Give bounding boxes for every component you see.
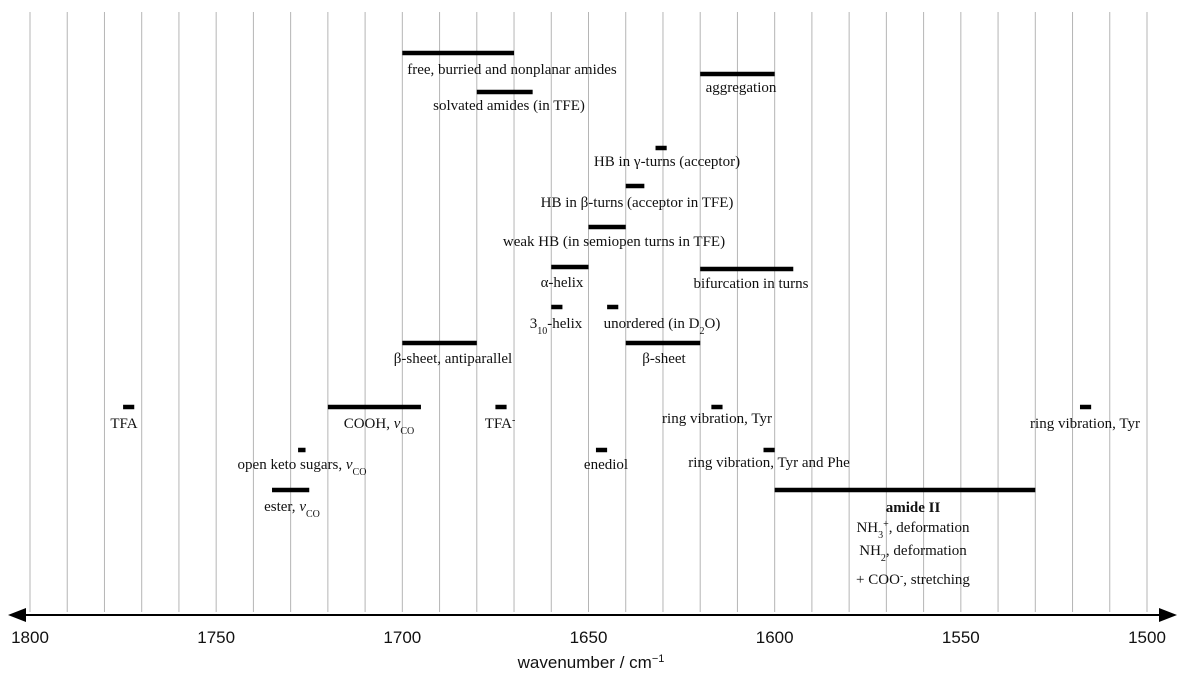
label-enediol: enediol bbox=[584, 457, 628, 473]
label-alpha-helix: α-helix bbox=[541, 275, 584, 291]
label-weak-hb: weak HB (in semiopen turns in TFE) bbox=[503, 234, 725, 250]
label-beta-sheet-anti: β-sheet, antiparallel bbox=[394, 351, 512, 367]
label-beta-sheet: β-sheet bbox=[642, 351, 686, 367]
label-bifurcation: bifurcation in turns bbox=[694, 276, 809, 292]
tick-label-1750: 1750 bbox=[197, 628, 235, 647]
label-ring-tyr-2: ring vibration, Tyr bbox=[1030, 416, 1140, 432]
label-hb-gamma-turns: HB in γ-turns (acceptor) bbox=[594, 154, 740, 170]
label-coo-stretching: + COO-, stretching bbox=[856, 571, 970, 589]
label-solvated-amides: solvated amides (in TFE) bbox=[433, 98, 585, 114]
band-labels: free, burried and nonplanar amides aggreg… bbox=[110, 62, 1140, 588]
label-tfa-1: TFA bbox=[110, 416, 137, 432]
x-axis-right-arrow bbox=[1159, 608, 1177, 622]
label-ring-tyr-1: ring vibration, Tyr bbox=[662, 411, 772, 427]
grid-lines bbox=[29, 12, 1148, 612]
label-helix-310: 310-helix bbox=[530, 316, 583, 337]
label-hb-beta-turns: HB in β-turns (acceptor in TFE) bbox=[541, 195, 734, 211]
band-bars bbox=[123, 50, 1092, 493]
x-axis-title: wavenumber / cm−1 bbox=[517, 653, 665, 672]
label-amide-ii: amide II bbox=[886, 500, 941, 516]
tick-label-1600: 1600 bbox=[756, 628, 794, 647]
label-free-amides: free, burried and nonplanar amides bbox=[407, 62, 617, 78]
tick-label-1650: 1650 bbox=[570, 628, 608, 647]
tick-label-1700: 1700 bbox=[383, 628, 421, 647]
label-open-keto: open keto sugars, νCO bbox=[238, 457, 367, 478]
x-axis-left-arrow bbox=[8, 608, 26, 622]
label-unordered: unordered (in D2O) bbox=[604, 316, 721, 337]
label-tfa-anion: TFA- bbox=[485, 415, 516, 433]
tick-label-1500: 1500 bbox=[1128, 628, 1166, 647]
label-ester: ester, νCO bbox=[264, 499, 320, 520]
label-nh3-deformation: NH3+, deformation bbox=[856, 519, 970, 541]
tick-labels: 1800 1750 1700 1650 1600 1550 1500 bbox=[11, 628, 1166, 647]
label-nh2-deformation: NH2, deformation bbox=[859, 543, 967, 564]
label-ring-tyr-phe: ring vibration, Tyr and Phe bbox=[688, 455, 850, 471]
label-cooh: COOH, νCO bbox=[344, 416, 415, 437]
tick-label-1800: 1800 bbox=[11, 628, 49, 647]
label-aggregation: aggregation bbox=[706, 80, 777, 96]
x-axis bbox=[8, 608, 1177, 622]
tick-label-1550: 1550 bbox=[942, 628, 980, 647]
